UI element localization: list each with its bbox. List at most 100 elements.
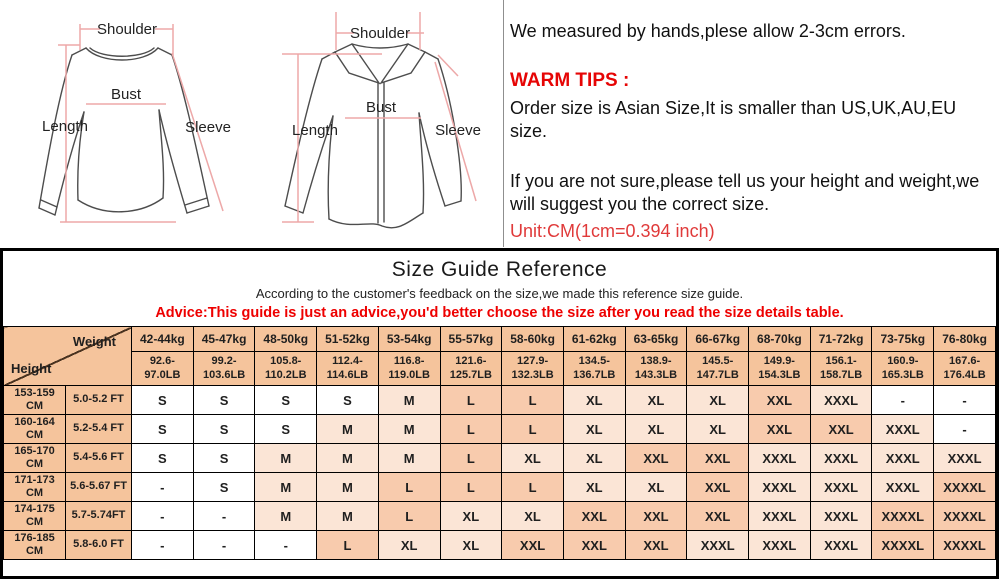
size-cell: M [316,443,379,473]
size-cell: XXXL [686,530,750,560]
tips-line-height-weight: If you are not sure,please tell us your … [510,170,980,215]
size-cell: M [254,501,318,531]
size-cell: XL [501,443,564,473]
size-cell: S [192,443,256,473]
weight-lb-header: 134.5-136.7LB [562,351,626,386]
weight-kg-row: Weight Height 42-44kg 45-47kg 48-50kg 51-52… [3,326,996,386]
measurement-diagrams-section: Shoulder Bust Length Sleeve [0,0,999,248]
tee-sleeve-label: Sleeve [185,119,231,136]
size-cell: S [192,472,256,502]
tee-bust-label: Bust [111,86,142,103]
tee-shoulder-label: Shoulder [97,21,157,38]
size-cell: XXXXL [933,501,996,531]
size-cell: XXL [686,472,750,502]
size-cell: L [501,385,564,415]
size-cell: L [316,530,379,560]
weight-lb-header: 92.6-97.0LB [131,351,194,386]
warm-tips-heading: WARM TIPS : [510,70,630,92]
size-cell: M [254,472,318,502]
size-cell: XL [439,530,503,560]
size-cell: XXL [686,501,750,531]
tee-length-label: Length [42,118,88,135]
weight-kg-header: 48-50kg [254,326,318,352]
weight-lb-header: 121.6-125.7LB [439,351,503,386]
size-cell: XXL [624,530,688,560]
size-cell: XXXL [809,443,873,473]
weight-lb-header: 145.5-147.7LB [686,351,750,386]
size-cell: L [439,443,503,473]
size-cell: S [131,385,194,415]
weight-kg-header: 45-47kg [192,326,256,352]
size-reference-table: Weight Height 42-44kg 45-47kg 48-50kg 51-52… [3,326,996,560]
size-cell: XXXL [809,530,873,560]
weight-kg-header: 63-65kg [624,326,688,352]
size-cell: M [377,414,441,444]
size-cell: XL [624,414,688,444]
size-cell: XXXXL [933,530,996,560]
height-ft-cell: 5.0-5.2 FT [65,385,132,415]
tee-measurement-diagram: Shoulder Bust Length Sleeve [38,21,231,223]
size-cell: S [316,385,379,415]
tips-line-asian-size: Order size is Asian Size,It is smaller t… [510,98,957,142]
shirt-sleeve-label: Sleeve [435,122,481,139]
size-guide-table-section: Size Guide Reference According to the cu… [0,248,999,579]
size-cell: XXXL [809,501,873,531]
size-table-advice: Advice:This guide is just an advice,you'… [155,305,844,321]
unit-note: Unit:CM(1cm=0.394 inch) [510,220,715,241]
size-cell: - [131,530,194,560]
size-cell: XXL [748,414,811,444]
size-cell: XXL [686,443,750,473]
measurement-tips: We measured by hands,plese allow 2-3cm e… [510,20,992,243]
height-cm-cell: 174-175 CM [3,501,66,531]
size-table-body: 153-159 CM 5.0-5.2 FT S S S S M L L XL XL XL XXL XXXL… [3,385,996,560]
size-cell: - [933,385,996,415]
size-cell: XXL [562,501,626,531]
height-cm-cell: 165-170 CM [3,443,66,473]
size-cell: M [316,501,379,531]
size-cell: XXXL [748,443,811,473]
size-cell: XL [562,472,626,502]
size-cell: XXL [809,414,873,444]
size-cell: S [131,414,194,444]
size-cell: S [192,385,256,415]
size-cell: XL [562,443,626,473]
size-table-row: 174-175 CM 5.7-5.74FT - - M M L XL XL XXL XXL XXL XX… [3,501,996,531]
size-table-row: 153-159 CM 5.0-5.2 FT S S S S M L L XL XL XL XXL XXXL… [3,385,996,415]
size-cell: - [192,530,256,560]
size-cell: XL [624,472,688,502]
weight-kg-header: 61-62kg [562,326,626,352]
size-cell: XL [439,501,503,531]
height-ft-cell: 5.4-5.6 FT [65,443,132,473]
size-cell: XL [501,501,564,531]
height-cm-cell: 153-159 CM [3,385,66,415]
size-table-row: 165-170 CM 5.4-5.6 FT S S M M M L XL XL XXL XXL XXXL… [3,443,996,473]
size-cell: XXL [748,385,811,415]
size-cell: XL [686,385,750,415]
size-cell: M [254,443,318,473]
height-cm-cell: 171-173 CM [3,472,66,502]
size-cell: - [254,530,318,560]
size-cell: XXXXL [871,530,935,560]
size-cell: XL [686,414,750,444]
weight-lb-header: 116.8-119.0LB [377,351,441,386]
size-table-row: 176-185 CM 5.8-6.0 FT - - - L XL XL XXL XXL XXL XXX… [3,530,996,560]
size-cell: XXL [562,530,626,560]
size-cell: M [377,385,441,415]
corner-height-label: Height [11,361,52,376]
corner-weight-label: Weight [72,334,116,349]
weight-lb-header: 156.1-158.7LB [809,351,873,386]
weight-lb-header: 149.9-154.3LB [748,351,811,386]
shirt-measurement-diagram: Shoulder Bust Length Sleeve [282,12,481,229]
weight-lb-header: 112.4-114.6LB [316,351,379,386]
vertical-divider [503,0,504,247]
weight-kg-header: 42-44kg [131,326,194,352]
shirt-shoulder-label: Shoulder [350,25,410,42]
size-cell: XXXL [871,472,935,502]
size-cell: M [316,472,379,502]
weight-lb-header: 160.9-165.3LB [871,351,935,386]
size-cell: L [439,385,503,415]
size-cell: XXXXL [871,501,935,531]
size-cell: XL [624,385,688,415]
size-cell: XL [562,385,626,415]
size-cell: XXXL [871,414,935,444]
